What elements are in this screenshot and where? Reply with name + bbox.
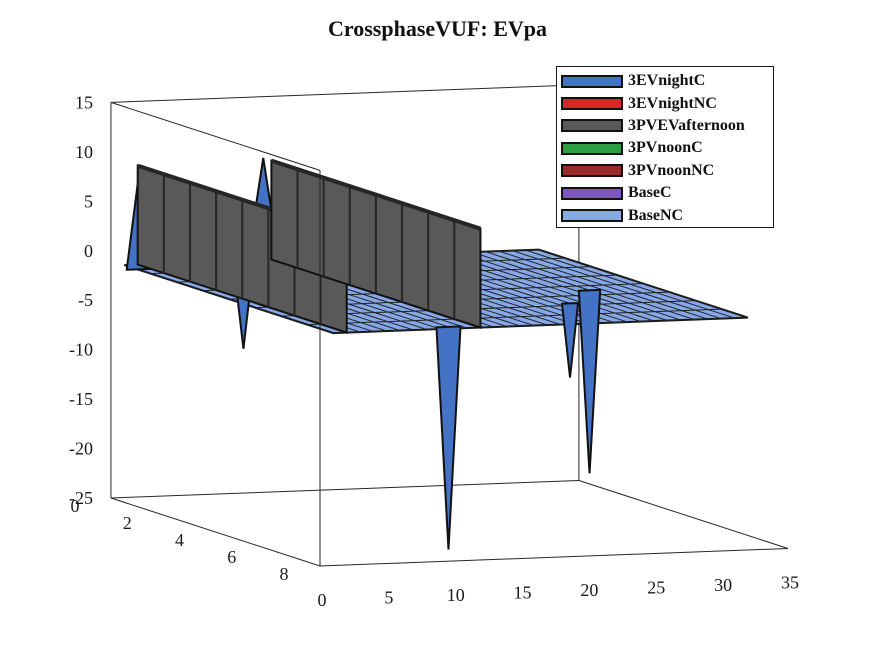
z-tick-label: 5	[84, 191, 93, 211]
surfaces	[124, 157, 749, 550]
mesh-y-line	[281, 300, 696, 317]
z-tick-label: 15	[75, 92, 93, 112]
z-tick-label: -20	[69, 439, 93, 459]
x-tick-label: 20	[580, 580, 598, 600]
legend-item: 3PVnoonNC	[561, 160, 773, 182]
axes-box-front	[319, 84, 789, 567]
legend-swatch	[561, 74, 623, 88]
axis-back-top	[110, 84, 579, 103]
legend-swatch	[561, 119, 623, 133]
z-tick-label: -25	[69, 488, 93, 508]
legend-label: 3EVnightC	[628, 72, 706, 90]
legend-item: BaseNC	[561, 204, 773, 226]
x-tick-label: 15	[514, 583, 532, 603]
legend-label: 3PVEVafternoon	[628, 116, 745, 134]
x-tick-label: 35	[781, 573, 799, 593]
y-tick-label: 4	[175, 530, 184, 550]
y-tick-label: 6	[227, 547, 236, 567]
legend: 3EVnightC 3EVnightNC 3PVEVafternoon 3PVnoon…	[556, 66, 774, 228]
legend-item: BaseC	[561, 182, 773, 204]
x-tick-label: 30	[714, 575, 732, 595]
spike	[435, 325, 462, 550]
wall-top	[270, 158, 482, 231]
z-tick-label: -5	[78, 290, 93, 310]
mesh-y-line	[333, 317, 748, 334]
legend-label: BaseNC	[628, 206, 684, 224]
y-tick-label: 2	[123, 513, 132, 533]
axis-left-floor	[110, 497, 321, 567]
z-tick-label: 10	[75, 142, 93, 162]
legend-item: 3EVnightNC	[561, 92, 773, 114]
x-tick-label: 10	[447, 585, 465, 605]
spike	[577, 288, 602, 474]
axis-right-floor	[578, 480, 789, 549]
legend-item: 3PVEVafternoon	[561, 115, 773, 137]
x-tick-label: 25	[647, 578, 665, 598]
legend-label: 3PVnoonNC	[628, 161, 715, 179]
z-tick-label: -15	[69, 389, 93, 409]
spike	[560, 302, 580, 378]
z-tick-label: 0	[84, 241, 93, 261]
legend-swatch	[561, 209, 623, 223]
legend-swatch	[561, 97, 623, 111]
legend-swatch	[561, 186, 623, 200]
legend-item: 3PVnoonC	[561, 137, 773, 159]
legend-label: 3EVnightNC	[628, 94, 717, 112]
y-tick-label: 0	[70, 496, 79, 516]
axis-back-floor	[110, 480, 579, 499]
x-tick-label: 0	[318, 590, 327, 610]
y-tick-label: 8	[280, 564, 289, 584]
legend-swatch	[561, 141, 623, 155]
legend-label: 3PVnoonC	[628, 139, 703, 157]
x-tick-label: 5	[384, 588, 393, 608]
legend-item: 3EVnightC	[561, 70, 773, 92]
x-axis-line	[319, 548, 788, 567]
chart-title: CrossphaseVUF: EVpa	[327, 16, 547, 41]
legend-swatch	[561, 164, 623, 178]
z-tick-label: -10	[69, 340, 93, 360]
mesh-y-line	[307, 308, 722, 326]
legend-label: BaseC	[628, 184, 672, 202]
axis-left-top	[110, 101, 321, 171]
